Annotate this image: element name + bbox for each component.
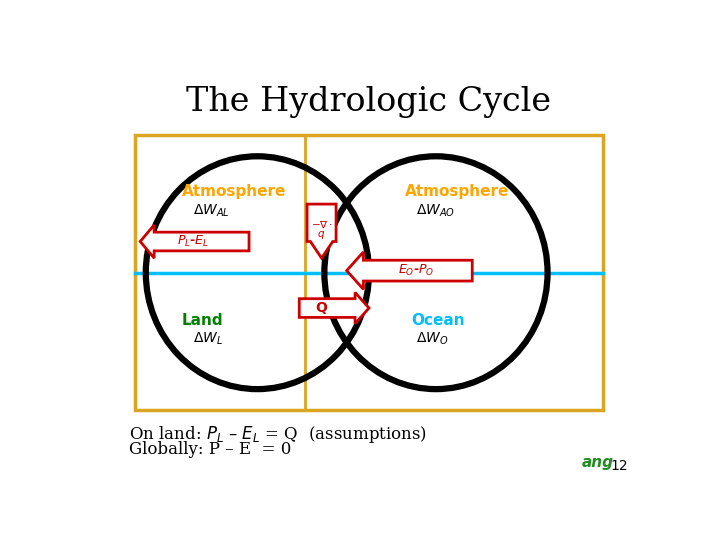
Text: $\Delta W_{AO}$: $\Delta W_{AO}$ xyxy=(416,202,456,219)
Text: $P_L$-$E_L$: $P_L$-$E_L$ xyxy=(177,234,210,249)
Text: $\Delta W_{L}$: $\Delta W_{L}$ xyxy=(193,331,223,347)
Polygon shape xyxy=(300,293,369,323)
Text: $\Delta W_{AL}$: $\Delta W_{AL}$ xyxy=(193,202,230,219)
Text: Atmosphere: Atmosphere xyxy=(405,184,510,199)
Text: $-\nabla\cdot$: $-\nabla\cdot$ xyxy=(310,220,333,230)
Text: Globally: P – E  = 0: Globally: P – E = 0 xyxy=(129,441,292,458)
Text: Atmosphere: Atmosphere xyxy=(182,184,287,199)
Bar xyxy=(135,136,603,410)
Text: ang: ang xyxy=(582,455,613,470)
Text: Land: Land xyxy=(182,313,224,328)
Text: On land: $P_L$ – $E_L$ = Q  (assumptions): On land: $P_L$ – $E_L$ = Q (assumptions) xyxy=(129,423,427,444)
Text: 12: 12 xyxy=(611,459,629,473)
Text: Q: Q xyxy=(315,301,328,315)
Polygon shape xyxy=(307,204,336,258)
Text: $E_O$-$P_O$: $E_O$-$P_O$ xyxy=(398,263,435,278)
Polygon shape xyxy=(347,252,472,289)
Text: The Hydrologic Cycle: The Hydrologic Cycle xyxy=(186,86,552,118)
Text: $\Delta W_{O}$: $\Delta W_{O}$ xyxy=(416,331,449,347)
Text: $q$: $q$ xyxy=(318,230,325,241)
Text: Ocean: Ocean xyxy=(411,313,464,328)
Polygon shape xyxy=(140,225,249,258)
